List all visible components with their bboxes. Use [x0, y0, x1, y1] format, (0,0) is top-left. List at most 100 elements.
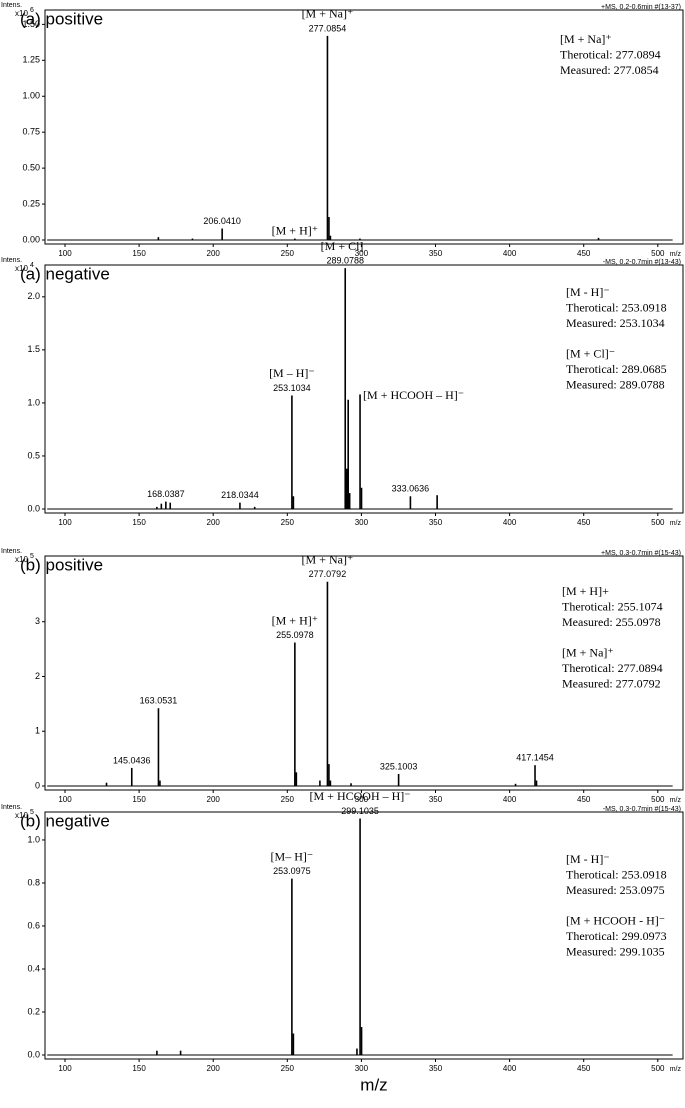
- peak-label: 218.0344: [221, 490, 259, 500]
- info-box-line: Therotical: 299.0973: [566, 929, 667, 943]
- peak-label: 417.1454: [516, 753, 554, 763]
- scan-info: +MS, 0.3-0.7min #(15-43): [601, 550, 681, 557]
- plot-frame: [44, 811, 684, 1060]
- y-multiplier: x10: [15, 811, 28, 820]
- x-unit: m/z: [670, 520, 682, 527]
- info-box-line: [M + H]+: [562, 584, 609, 598]
- info-box-line: Therotical: 253.0918: [566, 300, 667, 314]
- x-tick-label: 300: [355, 249, 369, 258]
- y-exponent: 5: [30, 553, 34, 560]
- x-tick-label: 200: [207, 795, 221, 804]
- y-tick-label: 1.50: [22, 19, 40, 29]
- y-tick-label: 0.2: [27, 1006, 40, 1016]
- info-box-line: Therotical: 289.0685: [566, 362, 667, 376]
- info-box-line: [M + Cl]⁻: [566, 346, 615, 360]
- x-tick-label: 100: [58, 249, 72, 258]
- y-tick-label: 0.75: [22, 127, 40, 137]
- x-tick-label: 350: [429, 795, 443, 804]
- x-tick-label: 400: [503, 518, 517, 527]
- peak-label: 333.0636: [392, 484, 430, 494]
- x-tick-label: 450: [577, 795, 591, 804]
- y-tick-label: 1.0: [27, 397, 40, 407]
- y-tick-label: 2: [35, 671, 40, 681]
- scan-info: -MS, 0.2-0.7min #(13-43): [603, 259, 681, 266]
- y-tick-label: 2.0: [27, 291, 40, 301]
- info-box-line: Therotical: 277.0894: [562, 661, 663, 675]
- info-box-line: Measured: 299.1035: [566, 944, 665, 958]
- peak-label: 255.0978: [276, 630, 314, 640]
- peak-label: 299.1035: [341, 806, 379, 816]
- info-box-line: Measured: 255.0978: [562, 615, 661, 629]
- y-tick-label: 0.5: [27, 450, 40, 460]
- ion-label: [M– H]⁻: [271, 849, 314, 863]
- info-box-line: [M + HCOOH - H]⁻: [566, 913, 665, 927]
- x-tick-label: 400: [503, 249, 517, 258]
- x-tick-label: 500: [651, 249, 665, 258]
- x-tick-label: 200: [207, 249, 221, 258]
- info-box-line: Therotical: 253.0918: [566, 867, 667, 881]
- ion-label: [M + HCOOH – H]⁻: [363, 388, 464, 402]
- info-box-line: [M + Na]⁺: [562, 645, 614, 659]
- y-tick-label: 1.0: [27, 834, 40, 844]
- info-box-line: [M - H]⁻: [566, 285, 610, 299]
- y-tick-label: 0.8: [27, 877, 40, 887]
- info-box-line: Measured: 277.0854: [560, 63, 659, 77]
- info-box-line: Therotical: 277.0894: [560, 47, 661, 61]
- plot-frame: [44, 555, 684, 791]
- x-unit: m/z: [670, 797, 682, 804]
- info-box-line: Measured: 289.0788: [566, 377, 665, 391]
- x-tick-label: 350: [429, 249, 443, 258]
- y-label: Intens.: [1, 2, 22, 9]
- y-tick-label: 0.50: [22, 163, 40, 173]
- panel-title: (a) positive: [20, 9, 103, 28]
- ion-label: [M – H]⁻: [269, 366, 315, 380]
- x-tick-label: 100: [58, 518, 72, 527]
- peak-label: 289.0788: [326, 256, 364, 266]
- x-tick-label: 150: [132, 1064, 146, 1073]
- x-unit: m/z: [670, 251, 682, 258]
- x-tick-label: 400: [503, 795, 517, 804]
- y-tick-label: 0.4: [27, 963, 40, 973]
- y-multiplier: x10: [15, 9, 28, 18]
- y-tick-label: 0.0: [27, 503, 40, 513]
- y-exponent: 4: [30, 262, 34, 269]
- x-tick-label: 150: [132, 795, 146, 804]
- scan-info: -MS, 0.3-0.7min #(15-43): [603, 806, 681, 813]
- peak-label: 206.0410: [203, 216, 241, 226]
- y-exponent: 5: [30, 809, 34, 816]
- y-tick-label: 0: [35, 780, 40, 790]
- info-box-line: Therotical: 255.1074: [562, 599, 663, 613]
- x-tick-label: 450: [577, 249, 591, 258]
- ion-label: [M + H]⁺: [272, 613, 318, 627]
- x-tick-label: 250: [281, 1064, 295, 1073]
- y-multiplier: x10: [15, 555, 28, 564]
- x-tick-label: 450: [577, 1064, 591, 1073]
- y-tick-label: 0.25: [22, 198, 40, 208]
- y-label: Intens.: [1, 257, 22, 264]
- shared-x-label: m/z: [360, 1075, 387, 1094]
- y-tick-label: 1.5: [27, 344, 40, 354]
- ion-label: [M + Cl]⁻: [321, 239, 370, 253]
- y-tick-label: 0.6: [27, 920, 40, 930]
- ion-label: [M + Na]⁺: [302, 7, 354, 21]
- x-tick-label: 450: [577, 518, 591, 527]
- y-tick-label: 3: [35, 616, 40, 626]
- x-tick-label: 300: [355, 1064, 369, 1073]
- info-box-line: Measured: 253.1034: [566, 316, 665, 330]
- ion-label: [M + HCOOH – H]⁻: [310, 789, 411, 803]
- peak-label: 168.0387: [147, 489, 185, 499]
- x-tick-label: 100: [58, 795, 72, 804]
- info-box-line: [M - H]⁻: [566, 852, 610, 866]
- x-tick-label: 200: [207, 518, 221, 527]
- ion-label: [M + H]⁺: [272, 223, 318, 237]
- x-tick-label: 250: [281, 795, 295, 804]
- y-tick-label: 1: [35, 726, 40, 736]
- peak-label: 163.0531: [140, 696, 178, 706]
- x-tick-label: 150: [132, 518, 146, 527]
- panel-title: (b) negative: [20, 811, 110, 830]
- peak-label: 277.0854: [309, 23, 347, 33]
- y-tick-label: 0.0: [27, 1049, 40, 1059]
- ion-label: [M + Na]⁺: [302, 552, 354, 566]
